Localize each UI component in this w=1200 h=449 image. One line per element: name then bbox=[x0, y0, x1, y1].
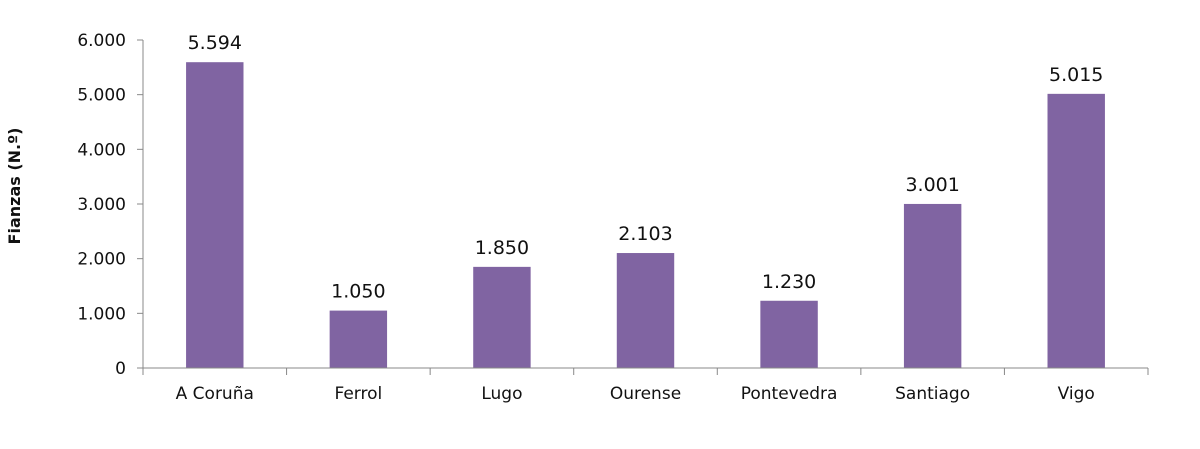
bar bbox=[473, 266, 531, 368]
category-label: Ferrol bbox=[334, 384, 382, 404]
data-label: 3.001 bbox=[905, 174, 959, 196]
y-tick-label: 4.000 bbox=[77, 140, 126, 160]
category-label: Pontevedra bbox=[741, 384, 838, 404]
bar bbox=[186, 62, 244, 368]
category-label: Lugo bbox=[481, 384, 522, 404]
y-tick-label: 2.000 bbox=[77, 250, 126, 270]
y-tick-label: 0 bbox=[115, 359, 126, 379]
y-tick-label: 3.000 bbox=[77, 195, 126, 215]
y-axis-ticks: 0 1.000 2.000 3.000 4.000 5.000 6.000 bbox=[77, 31, 144, 379]
y-tick-label: 5.000 bbox=[77, 86, 126, 106]
y-axis-title: Fianzas (N.º) bbox=[5, 128, 24, 245]
bars-group bbox=[186, 62, 1105, 368]
category-label: Santiago bbox=[895, 384, 970, 404]
bar bbox=[760, 300, 818, 368]
bar bbox=[903, 203, 962, 368]
bar bbox=[329, 310, 388, 368]
x-axis bbox=[142, 367, 1149, 375]
data-labels-group: 5.594 1.050 1.850 2.103 1.230 3.001 5.015 bbox=[188, 32, 1104, 302]
category-label: Vigo bbox=[1058, 384, 1095, 404]
data-label: 5.015 bbox=[1049, 64, 1103, 86]
bar bbox=[616, 253, 675, 368]
bar bbox=[1047, 93, 1105, 368]
data-label: 1.230 bbox=[762, 271, 816, 293]
y-tick-label: 1.000 bbox=[77, 304, 126, 324]
x-axis-category-labels: A Coruña Ferrol Lugo Ourense Pontevedra Santi… bbox=[176, 384, 1095, 404]
data-label: 1.850 bbox=[475, 237, 529, 259]
data-label: 5.594 bbox=[188, 32, 242, 54]
category-label: A Coruña bbox=[176, 384, 254, 404]
data-label: 2.103 bbox=[618, 223, 672, 245]
y-tick-label: 6.000 bbox=[77, 31, 126, 51]
category-label: Ourense bbox=[610, 384, 681, 404]
data-label: 1.050 bbox=[331, 281, 385, 303]
